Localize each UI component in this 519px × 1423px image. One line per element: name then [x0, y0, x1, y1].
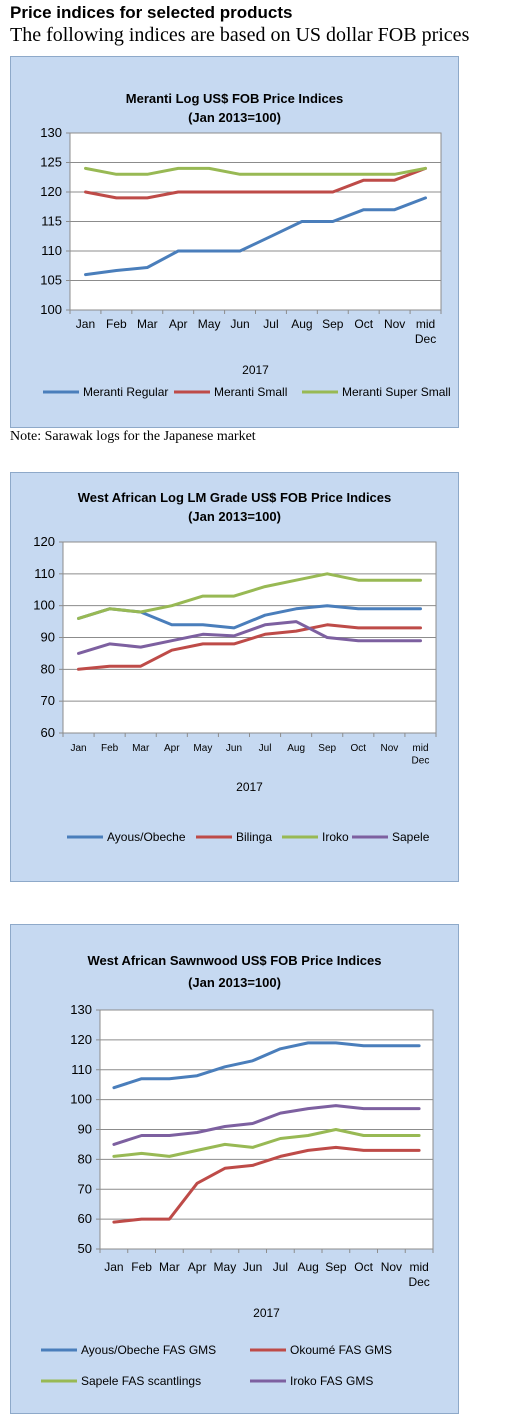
x-tick-label: Jun	[243, 1260, 262, 1274]
x-tick-label: Aug	[291, 317, 312, 331]
x-tick-label: Oct	[354, 317, 373, 331]
chart-note: Note: Sarawak logs for the Japanese mark…	[10, 429, 256, 444]
x-tick-label: Oct	[354, 1260, 373, 1274]
y-tick-label: 100	[70, 1092, 92, 1107]
x-tick-label: May	[193, 743, 212, 754]
y-tick-label: 110	[71, 1062, 92, 1077]
y-tick-label: 110	[34, 566, 55, 581]
series-line-meranti-super-small	[84, 166, 427, 176]
page-subheading: The following indices are based on US do…	[10, 24, 470, 46]
x-tick-label: Jul	[263, 317, 278, 331]
legend-label-sapele-fas-scantlings: Sapele FAS scantlings	[81, 1374, 201, 1388]
series-line-iroko	[77, 572, 422, 620]
x-tick-label: Feb	[131, 1260, 152, 1274]
chart-title: Meranti Log US$ FOB Price Indices	[126, 91, 343, 106]
legend-label-bilinga: Bilinga	[236, 830, 272, 844]
x-tick-label: Jul	[273, 1260, 288, 1274]
y-tick-label: 90	[41, 630, 55, 645]
y-tick-label: 120	[70, 1032, 92, 1047]
series-line-okoume-fas-gms	[112, 1145, 421, 1224]
x-axis-label: 2017	[253, 1306, 280, 1320]
y-tick-label: 70	[78, 1181, 92, 1196]
series-line-sapele	[77, 620, 422, 655]
y-tick-label: 120	[40, 184, 62, 199]
chart-title: West African Log LM Grade US$ FOB Price …	[78, 490, 392, 505]
y-tick-label: 80	[41, 661, 55, 676]
x-tick-label: May	[198, 317, 221, 331]
x-tick-label: Sep	[318, 743, 336, 754]
x-tick-label: Oct	[351, 743, 367, 754]
x-tick-label: Mar	[132, 743, 150, 754]
legend-label-sapele: Sapele	[392, 830, 430, 844]
x-axis-label: 2017	[236, 780, 263, 794]
legend-label-iroko: Iroko	[322, 830, 349, 844]
y-tick-label: 110	[41, 243, 62, 258]
y-tick-label: 100	[33, 598, 55, 613]
x-tick-label: Jun	[230, 317, 249, 331]
x-tick-label: Feb	[101, 743, 119, 754]
x-tick-label: Jan	[70, 743, 86, 754]
chart-subtitle: (Jan 2013=100)	[188, 509, 281, 524]
series-line-meranti-small	[84, 166, 427, 200]
y-tick-label: 120	[33, 534, 55, 549]
x-tick-label: Jun	[226, 743, 242, 754]
legend-label-meranti-regular: Meranti Regular	[83, 385, 168, 399]
series-line-sapele-fas-scantlings	[112, 1128, 421, 1158]
y-tick-label: 100	[40, 302, 62, 317]
x-tick-label: Mar	[159, 1260, 180, 1274]
x-tick-label: mid Dec	[412, 743, 430, 767]
series-line-iroko-fas-gms	[112, 1104, 421, 1146]
y-tick-label: 115	[41, 214, 62, 229]
x-tick-label: Sep	[322, 317, 344, 331]
x-tick-label: mid Dec	[415, 317, 436, 346]
legend-label-okoume-fas-gms: Okoumé FAS GMS	[290, 1343, 392, 1357]
x-axis-label: 2017	[242, 363, 269, 377]
x-tick-label: Apr	[164, 743, 180, 754]
chart-subtitle: (Jan 2013=100)	[188, 975, 281, 990]
x-tick-label: Feb	[106, 317, 127, 331]
page-heading: Price indices for selected products	[10, 3, 293, 22]
y-tick-label: 130	[70, 1002, 92, 1017]
chart-title: West African Sawnwood US$ FOB Price Indi…	[87, 953, 381, 968]
west-african-sawnwood-chart: West African Sawnwood US$ FOB Price Indi…	[10, 924, 459, 1414]
x-tick-label: Apr	[169, 317, 188, 331]
x-tick-label: Nov	[384, 317, 405, 331]
x-tick-label: May	[214, 1260, 237, 1274]
x-tick-label: Apr	[188, 1260, 207, 1274]
x-tick-label: Sep	[325, 1260, 347, 1274]
y-tick-label: 80	[78, 1151, 92, 1166]
series-line-meranti-regular	[84, 196, 427, 277]
y-tick-label: 125	[40, 155, 62, 170]
x-tick-label: Nov	[381, 1260, 402, 1274]
west-african-log-chart: West African Log LM Grade US$ FOB Price …	[10, 472, 459, 882]
y-tick-label: 90	[78, 1122, 92, 1137]
x-tick-label: Aug	[297, 1260, 318, 1274]
x-tick-label: Jul	[259, 743, 272, 754]
x-tick-label: Jan	[76, 317, 95, 331]
meranti-log-chart: Meranti Log US$ FOB Price Indices (Jan 20…	[10, 56, 459, 428]
y-tick-label: 50	[78, 1241, 92, 1256]
legend-label-ayous-obeche: Ayous/Obeche	[107, 830, 186, 844]
legend-label-ayous-obeche-fas-gms: Ayous/Obeche FAS GMS	[81, 1343, 216, 1357]
y-tick-label: 130	[40, 125, 62, 140]
x-tick-label: mid Dec	[408, 1260, 429, 1289]
x-tick-label: Jan	[104, 1260, 123, 1274]
y-tick-label: 60	[41, 725, 55, 740]
legend-label-iroko-fas-gms: Iroko FAS GMS	[290, 1374, 373, 1388]
x-tick-label: Nov	[380, 743, 398, 754]
y-tick-label: 105	[40, 273, 62, 288]
y-tick-label: 70	[41, 693, 55, 708]
series-line-bilinga	[77, 623, 422, 671]
chart-subtitle: (Jan 2013=100)	[188, 110, 281, 125]
y-tick-label: 60	[78, 1211, 92, 1226]
legend-label-meranti-small: Meranti Small	[214, 385, 287, 399]
x-tick-label: Aug	[287, 743, 305, 754]
series-line-ayous-obeche-fas-gms	[112, 1041, 421, 1090]
legend-label-meranti-super-small: Meranti Super Small	[342, 385, 451, 399]
x-tick-label: Mar	[137, 317, 158, 331]
